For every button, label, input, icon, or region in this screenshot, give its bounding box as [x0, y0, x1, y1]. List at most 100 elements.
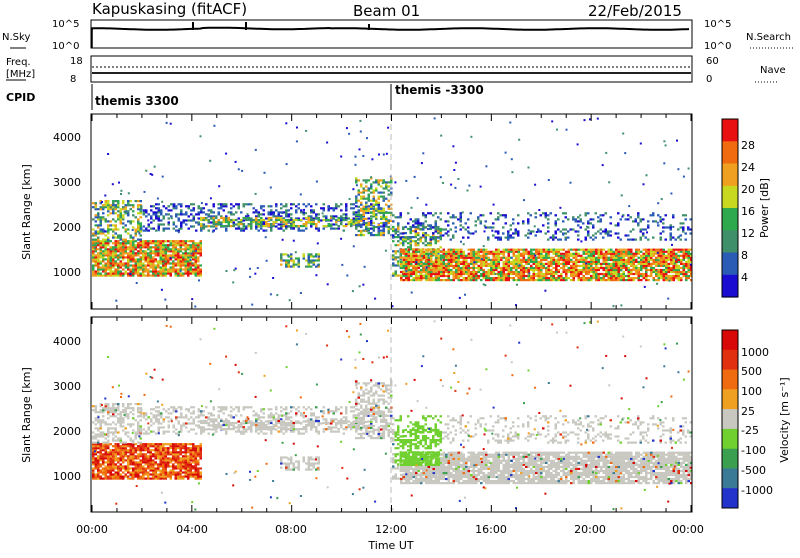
data-cell	[670, 259, 673, 261]
data-cell	[135, 463, 138, 465]
data-cell	[110, 469, 113, 471]
data-cell	[425, 259, 428, 261]
data-cell	[117, 467, 120, 469]
data-cell	[440, 228, 443, 230]
data-cell	[280, 207, 283, 209]
data-cell	[563, 249, 566, 251]
data-cell	[363, 214, 366, 216]
data-cell	[485, 165, 487, 167]
data-cell	[135, 467, 138, 469]
data-cell	[155, 447, 158, 449]
data-cell	[105, 206, 108, 208]
data-cell	[438, 265, 441, 267]
data-cell	[415, 265, 418, 267]
data-cell	[680, 222, 683, 224]
data-cell	[172, 469, 175, 471]
data-cell	[508, 271, 511, 273]
data-cell	[580, 261, 583, 263]
data-cell	[142, 445, 145, 447]
data-cell	[638, 267, 641, 269]
data-cell	[180, 211, 183, 213]
data-cell	[135, 447, 138, 449]
data-cell	[150, 246, 153, 248]
data-cell	[515, 255, 518, 257]
data-cell	[188, 205, 191, 207]
data-cell	[415, 257, 418, 259]
data-cell	[493, 267, 496, 269]
data-cell	[522, 222, 525, 224]
data-cell	[498, 265, 501, 267]
data-cell	[465, 269, 468, 271]
data-cell	[440, 238, 443, 240]
data-cell	[293, 225, 296, 227]
data-cell	[283, 205, 286, 207]
data-cell	[530, 249, 533, 251]
data-cell	[509, 122, 511, 124]
data-cell	[400, 257, 403, 259]
data-cell	[355, 211, 358, 213]
data-cell	[415, 251, 418, 253]
data-cell	[448, 255, 451, 257]
data-cell	[105, 268, 108, 270]
data-cell	[392, 250, 395, 252]
data-cell	[468, 267, 471, 269]
data-cell	[130, 222, 133, 224]
data-cell	[570, 271, 573, 273]
data-cell	[648, 263, 651, 265]
data-cell	[160, 455, 163, 457]
data-cell	[164, 299, 166, 301]
data-cell	[535, 275, 538, 277]
data-cell	[435, 242, 438, 244]
data-cell	[253, 207, 256, 209]
data-cell	[105, 204, 108, 206]
data-cell	[435, 220, 438, 222]
data-cell	[667, 226, 670, 228]
data-cell	[105, 455, 108, 457]
data-cell	[310, 221, 313, 223]
data-cell	[665, 259, 668, 261]
data-cell	[268, 205, 271, 207]
data-cell	[220, 225, 223, 227]
data-cell	[150, 209, 153, 211]
data-cell	[503, 277, 506, 279]
data-cell	[97, 451, 100, 453]
data-cell	[290, 203, 293, 205]
data-cell	[565, 263, 568, 265]
power-panel: Slant Range [km] 1000 2000 3000 4000	[20, 114, 693, 309]
data-cell	[378, 202, 381, 204]
data-cell	[335, 228, 338, 230]
data-cell	[97, 268, 100, 270]
data-cell	[510, 263, 513, 265]
data-cell	[373, 189, 376, 191]
data-cell	[318, 228, 321, 230]
data-cell	[428, 267, 431, 269]
data-cell	[112, 453, 115, 455]
data-cell	[605, 279, 608, 281]
data-cell	[195, 262, 198, 264]
data-cell	[130, 473, 133, 475]
data-cell	[465, 273, 468, 275]
data-cell	[110, 467, 113, 469]
data-cell	[483, 253, 486, 255]
data-cell	[363, 179, 366, 181]
data-cell	[503, 251, 506, 253]
data-cell	[453, 271, 456, 273]
data-cell	[152, 478, 155, 480]
data-cell	[533, 259, 536, 261]
data-cell	[397, 224, 400, 226]
data-cell	[595, 259, 598, 261]
data-cell	[137, 461, 140, 463]
data-cell	[368, 196, 371, 198]
data-cell	[95, 244, 98, 246]
data-cell	[380, 210, 383, 212]
data-cell	[155, 211, 158, 213]
data-cell	[425, 261, 428, 263]
data-cell	[335, 223, 338, 225]
data-cell	[125, 451, 128, 453]
data-cell	[210, 209, 213, 211]
data-cell	[603, 277, 606, 279]
data-cell	[675, 255, 678, 257]
data-cell	[523, 275, 526, 277]
data-cell	[448, 263, 451, 265]
data-cell	[135, 465, 138, 467]
